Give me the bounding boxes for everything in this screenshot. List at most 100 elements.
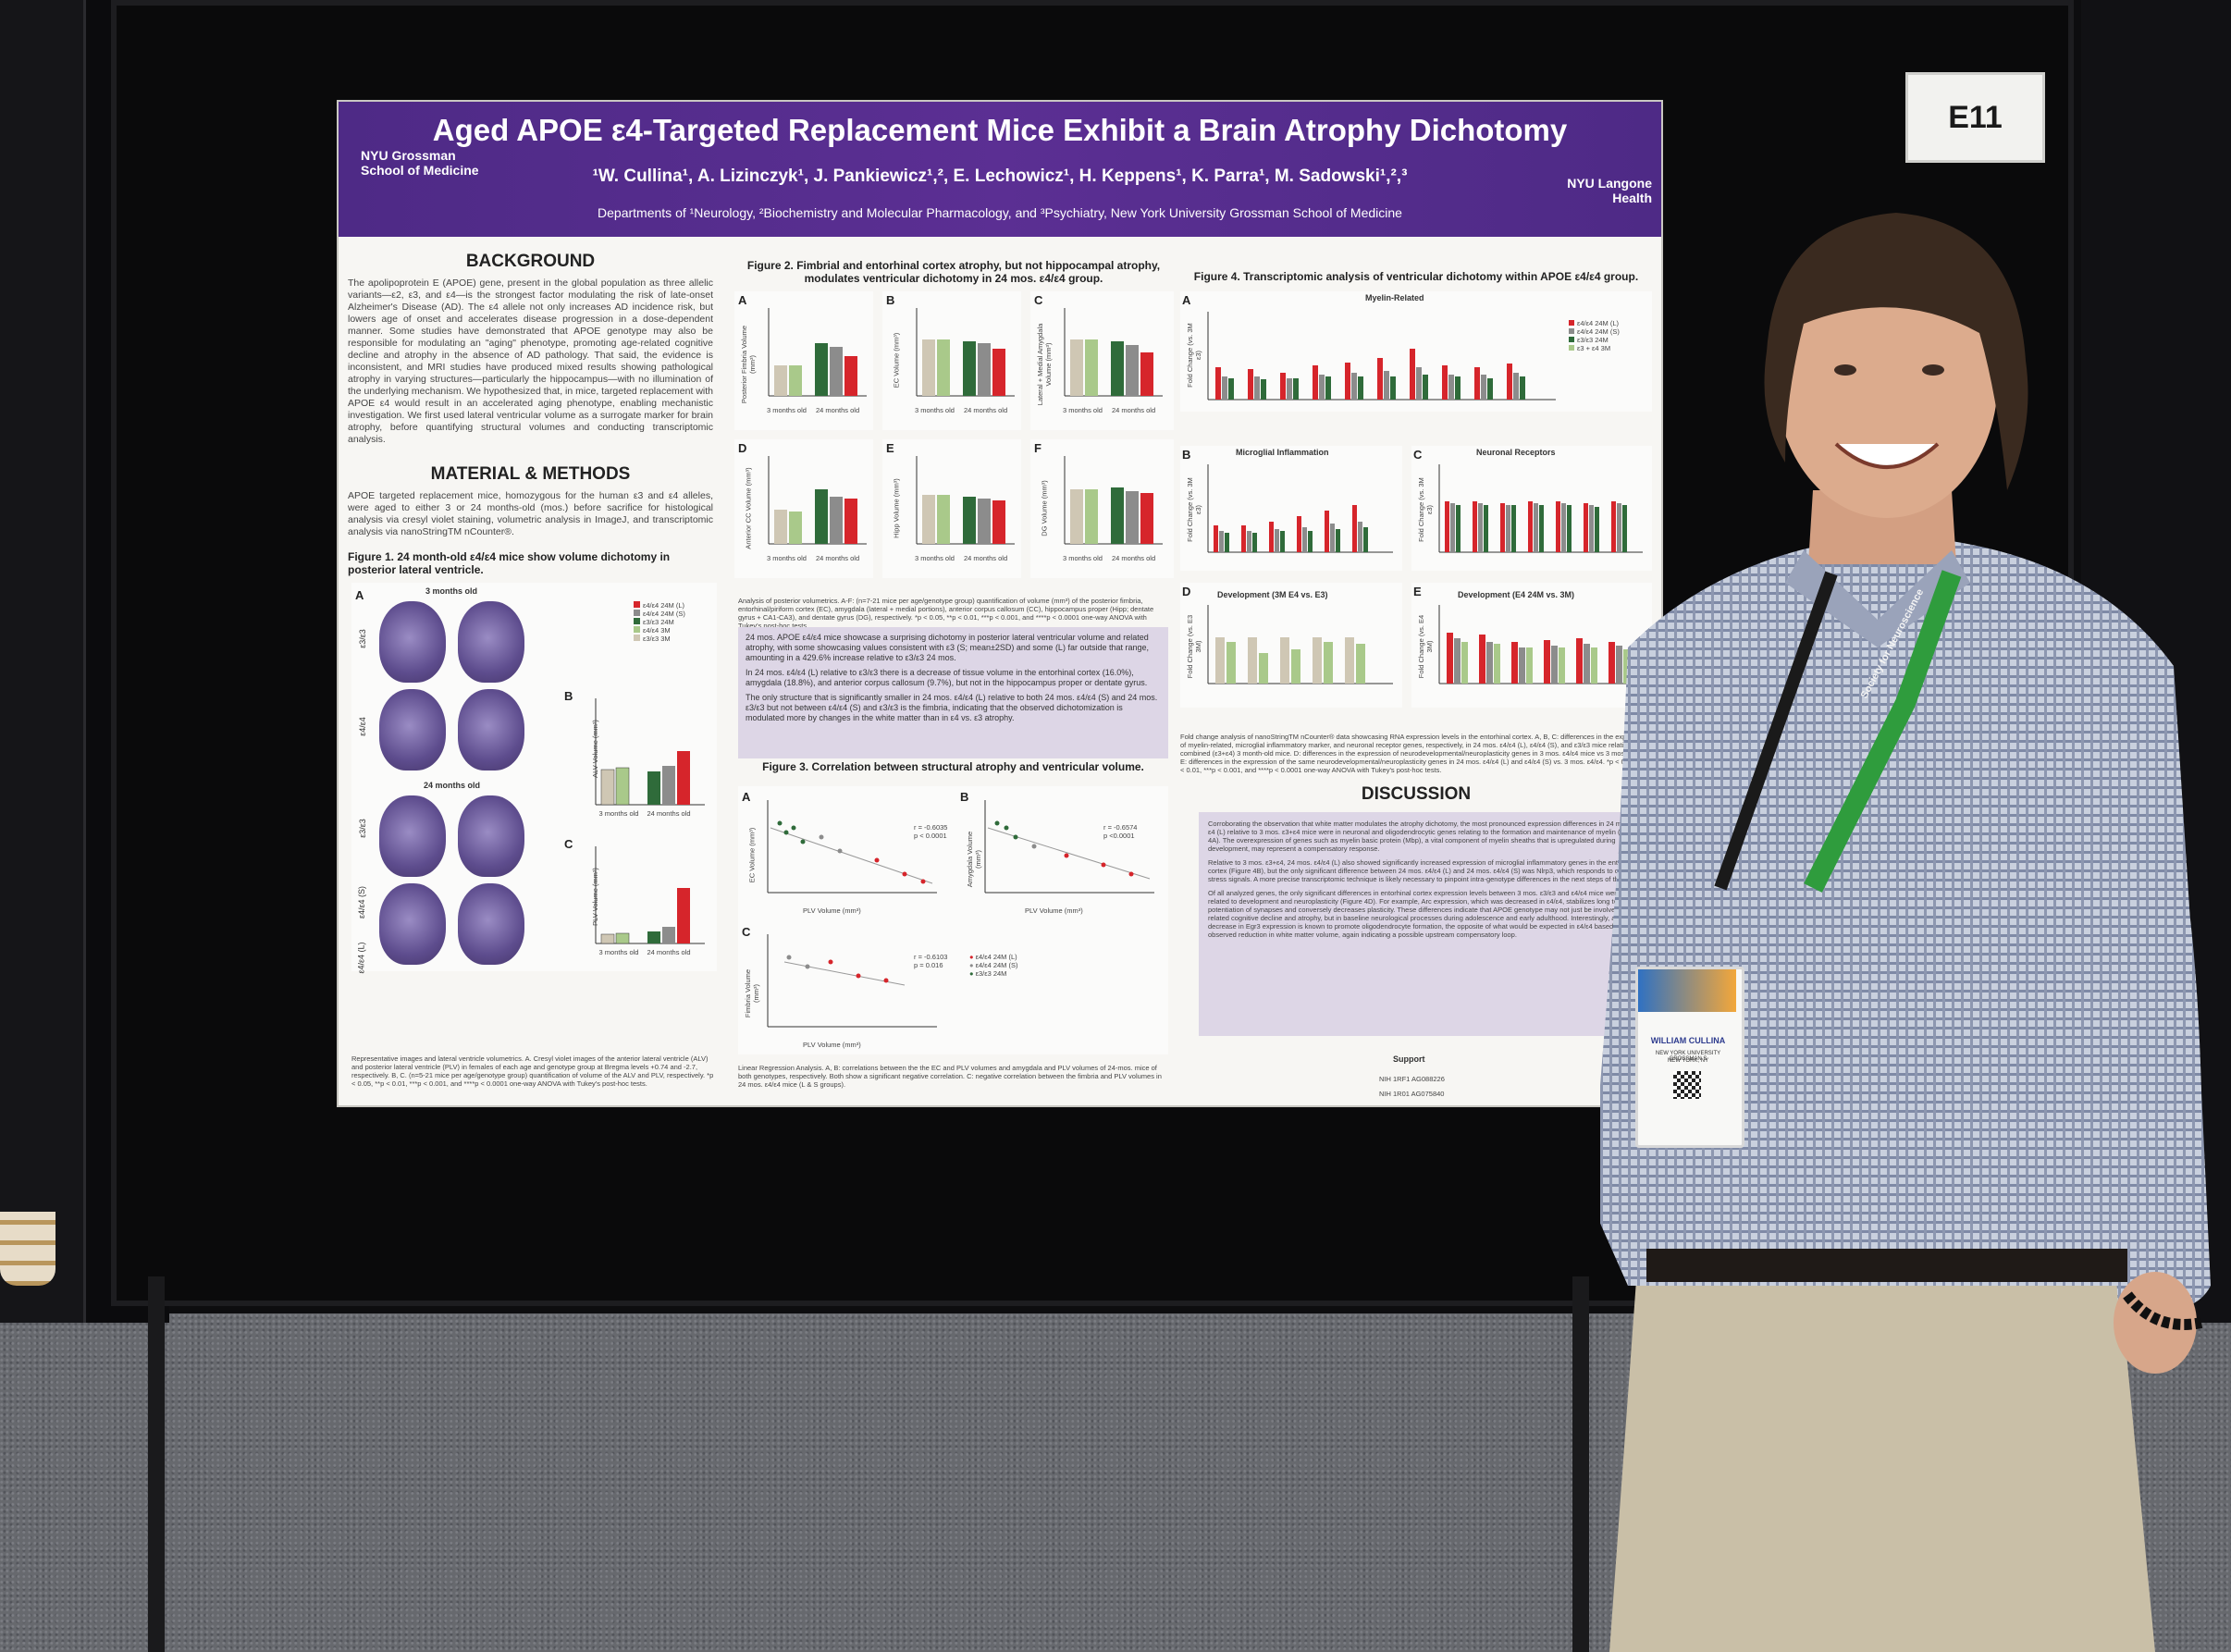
fig1-label-b: B: [564, 689, 573, 703]
legend-item: ε4/ε4 3M: [634, 626, 685, 635]
fig2-chart: C Lateral + Medial Amygdala Volume (mm³)…: [1030, 291, 1174, 430]
fig2-bars: [1064, 456, 1163, 545]
fig4-ylabel: Fold Change (vs. E3 3M): [1186, 614, 1202, 679]
fig4-panel-label: A: [1182, 293, 1191, 307]
legend-item: ε3 + ε4 3M: [1569, 344, 1620, 352]
finding-item: The only structure that is significantly…: [746, 693, 1158, 722]
poster-title: Aged APOE ε4-Targeted Replacement Mice E…: [432, 113, 1568, 147]
fig2-charts: A Posterior Fimbria Volume (mm³) 3 month…: [734, 291, 1174, 689]
discussion-item: Relative to 3 mos. ε3+ε4, 24 mos. ε4/ε4 …: [1208, 858, 1643, 883]
fig4-panel-title: Neuronal Receptors: [1476, 448, 1556, 457]
fig2-chart: A Posterior Fimbria Volume (mm³) 3 month…: [734, 291, 873, 430]
fig2-x1: 3 months old: [915, 406, 955, 414]
fig1-row2: ε4/ε4: [357, 717, 367, 736]
fig2-panel-label: B: [886, 293, 895, 307]
badge-header: [1638, 969, 1736, 1012]
brain-section-image: [379, 689, 446, 771]
discussion-heading: DISCUSSION: [1361, 784, 1472, 804]
fig2-x2: 24 months old: [816, 554, 860, 562]
brain-section-image: [458, 601, 524, 683]
fig3-xlabel: PLV Volume (mm³): [803, 1041, 861, 1049]
fig1-title: Figure 1. 24 month-old ε4/ε4 mice show v…: [348, 550, 671, 576]
fig2-ylabel: Anterior CC Volume (mm³): [744, 467, 753, 549]
fig3-label: A: [742, 790, 751, 804]
fig3-xlabel: PLV Volume (mm³): [1025, 906, 1083, 915]
fig2-ylabel: DG Volume (mm³): [1040, 480, 1049, 536]
fig4-panel-label: D: [1182, 585, 1191, 598]
fig4-bars: [1207, 312, 1556, 401]
fig4-chart-c: C Neuronal Receptors Fold Change (vs. 3M…: [1411, 446, 1652, 571]
fig4-panel-label: B: [1182, 448, 1191, 462]
fig4-panel-label: E: [1413, 585, 1422, 598]
legend-item: ε3/ε3 24M: [634, 618, 685, 626]
fig2-bars: [916, 308, 1015, 397]
fig2-bars: [768, 308, 867, 397]
fig4-caption: Fold change analysis of nanoStringTM nCo…: [1180, 733, 1649, 774]
fig4-bars: [1438, 464, 1643, 553]
methods-heading: MATERIAL & METHODS: [430, 464, 631, 484]
fig2-chart: D Anterior CC Volume (mm³) 3 months old …: [734, 439, 873, 578]
fig4-bars: [1207, 605, 1393, 684]
support-line: NIH 1RF1 AG088226: [1379, 1075, 1445, 1083]
fig2-chart: B EC Volume (mm³) 3 months old 24 months…: [882, 291, 1021, 430]
fig1-row1: ε3/ε3: [357, 629, 367, 648]
discussion-box: Corroborating the observation that white…: [1199, 812, 1652, 1036]
badge-name: WILLIAM CULLINA: [1650, 1036, 1726, 1045]
fig1-label-c: C: [564, 837, 573, 851]
fig2-x2: 24 months old: [964, 554, 1008, 562]
fig1-bar-charts: [595, 698, 705, 944]
fig2-ylabel: EC Volume (mm³): [892, 332, 901, 388]
fig2-x1: 3 months old: [915, 554, 955, 562]
fig4-panel-title: Myelin-Related: [1365, 293, 1424, 302]
legend-item: ε4/ε4 24M (L): [1569, 319, 1620, 327]
poster-departments: Departments of ¹Neurology, ²Biochemistry…: [598, 205, 1402, 220]
fig3-stats: r = -0.6103 p = 0.016: [914, 953, 948, 969]
fig2-panel-label: F: [1034, 441, 1042, 455]
legend-item: ε4/ε4 24M (S): [634, 610, 685, 618]
board-leg-right: [1572, 1276, 1589, 1652]
poster: Aged APOE ε4-Targeted Replacement Mice E…: [339, 102, 1661, 1105]
fig4-ylabel: Fold Change (vs. 3M ε3): [1186, 323, 1202, 388]
legend-item: ε3/ε3 24M: [1569, 336, 1620, 344]
booth-label: E11: [1905, 72, 2045, 163]
legend-item: ● ε4/ε4 24M (L): [969, 953, 1017, 961]
fig1-b-x2: 24 months old: [647, 809, 691, 818]
fig4-chart-a: A Myelin-Related Fold Change (vs. 3M ε3)…: [1180, 291, 1652, 412]
nyu-langone-logo: NYU Langone Health: [1567, 176, 1652, 205]
fig4-ylabel: Fold Change (vs. 3M ε3): [1417, 477, 1434, 542]
fig2-ylabel: Lateral + Medial Amygdala Volume (mm³): [1036, 323, 1053, 406]
badge-qr-code: [1673, 1071, 1701, 1099]
fig2-x2: 24 months old: [1112, 406, 1156, 414]
fig1-group-3m: 3 months old: [425, 586, 477, 596]
fig1-label-a: A: [355, 588, 364, 602]
discussion-item: Corroborating the observation that white…: [1208, 820, 1642, 853]
poster-banner: Aged APOE ε4-Targeted Replacement Mice E…: [339, 102, 1661, 237]
finding-item: 24 mos. APOE ε4/ε4 mice showcase a surpr…: [746, 633, 1149, 662]
fig2-panel-label: A: [738, 293, 747, 307]
fig2-panel-label: E: [886, 441, 894, 455]
fig2-bars: [768, 456, 867, 545]
brain-section-image: [458, 883, 524, 965]
fig1-legend: ε4/ε4 24M (L) ε4/ε4 24M (S) ε3/ε3 24M ε4…: [634, 601, 685, 643]
fig4-panel-title: Development (3M E4 vs. E3): [1217, 590, 1328, 599]
legend-item: ε4/ε4 24M (L): [634, 601, 685, 610]
fig2-ylabel: Hipp Volume (mm³): [892, 478, 901, 538]
fig2-panel-label: C: [1034, 293, 1043, 307]
fig1-caption: Representative images and lateral ventri…: [351, 1054, 714, 1088]
fig4-chart-b: B Microglial Inflammation Fold Change (v…: [1180, 446, 1402, 571]
fig2-x2: 24 months old: [1112, 554, 1156, 562]
fig3-panel: A EC Volume (mm³) PLV Volume (mm³) r = -…: [738, 786, 1168, 1054]
fig3-scatter: [767, 800, 937, 894]
legend-item: ε3/ε3 3M: [634, 635, 685, 643]
fig4-legend: ε4/ε4 24M (L) ε4/ε4 24M (S) ε3/ε3 24M ε3…: [1569, 319, 1620, 352]
fig1-c-x2: 24 months old: [647, 948, 691, 956]
fig3-xlabel: PLV Volume (mm³): [803, 906, 861, 915]
legend-item: ● ε4/ε4 24M (S): [969, 961, 1018, 969]
fig2-ylabel: Posterior Fimbria Volume (mm³): [740, 325, 757, 404]
badge-location: NEW YORK, NY: [1667, 1058, 1709, 1064]
fig2-caption: Analysis of posterior volumetrics. A-F: …: [738, 597, 1154, 630]
support-heading: Support: [1393, 1054, 1425, 1064]
fig1-b-x1: 3 months old: [598, 809, 639, 818]
brain-section-image: [458, 689, 524, 771]
fig2-chart: E Hipp Volume (mm³) 3 months old 24 mont…: [882, 439, 1021, 578]
